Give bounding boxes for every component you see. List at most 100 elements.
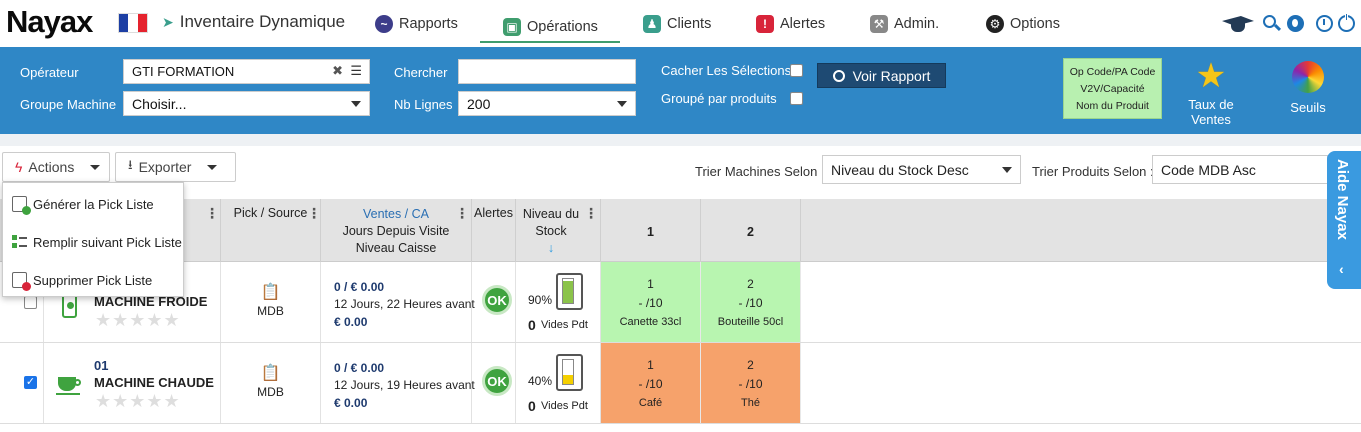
groupe-machine-value: Choisir...: [132, 96, 187, 112]
ventes-cell: 0 / € 0.00 12 Jours, 19 Heures avant € 0…: [321, 343, 475, 423]
clipboard-icon[interactable]: 📋: [260, 284, 281, 301]
hot-cup-icon: [56, 377, 82, 397]
cacher-selections-label: Cacher Les Sélections: [661, 63, 792, 78]
operateur-field[interactable]: GTI FORMATION ✖ ☰: [123, 59, 370, 84]
nav-clients[interactable]: ♟ Clients: [643, 15, 711, 33]
ventes-value[interactable]: 0 / € 0.00: [334, 280, 385, 294]
row-checkbox[interactable]: ✓: [24, 376, 37, 389]
caisse-value: € 0.00: [334, 396, 368, 410]
product-slot[interactable]: 1 - /10 Canette 33cl: [601, 262, 701, 342]
menu-item-generer-pick-liste[interactable]: Générer la Pick Liste: [3, 185, 183, 223]
exporter-button[interactable]: ⭳ Exporter: [115, 152, 236, 182]
nav-admin[interactable]: ⚒ Admin.: [870, 15, 939, 33]
nb-lignes-select[interactable]: 200: [458, 91, 636, 116]
machine-name[interactable]: MACHINE CHAUDE: [94, 375, 214, 390]
ok-badge[interactable]: OK: [482, 366, 512, 396]
nav-inventaire-label: Inventaire Dynamique: [179, 12, 346, 31]
actions-dropdown-menu: Générer la Pick Liste Remplir suivant Pi…: [2, 182, 184, 297]
actions-button[interactable]: ϟ Actions: [2, 152, 110, 182]
menu-item-remplir-pick-liste[interactable]: Remplir suivant Pick Liste: [3, 223, 183, 261]
ok-badge[interactable]: OK: [482, 285, 512, 315]
table-row[interactable]: MACHINE FROIDE ★★★★★ 📋 MDB 0 / € 0.00 1 2…: [0, 262, 1361, 343]
row-select-cell: ✓: [0, 343, 44, 423]
nav-inventaire-dynamique[interactable]: ➤ Inventaire Dynamique: [162, 12, 345, 32]
nayax-logo[interactable]: Nayax: [6, 4, 93, 39]
nav-clients-label: Clients: [667, 16, 712, 32]
clear-icon[interactable]: ✖: [332, 63, 343, 78]
stock-gauge-icon: [556, 354, 583, 391]
voir-rapport-button[interactable]: Voir Rapport: [817, 63, 946, 88]
machine-name[interactable]: MACHINE FROIDE: [94, 294, 208, 309]
product-slot[interactable]: 2 - /10 Bouteille 50cl: [701, 262, 801, 342]
source-value: MDB: [257, 385, 284, 399]
search-icon[interactable]: [1263, 15, 1282, 33]
trier-machines-label: Trier Machines Selon :: [695, 164, 825, 179]
list-icon[interactable]: ☰: [350, 63, 362, 78]
niveau-stock-header-1: Niveau du: [522, 207, 580, 221]
column-menu-icon[interactable]: ⋮: [205, 205, 219, 221]
table-header: ⋮ Pick / Source ⋮ Ventes / CA Jours Depu…: [0, 199, 1361, 262]
french-flag-icon[interactable]: [118, 13, 148, 33]
reports-icon: ~: [375, 15, 393, 33]
color-wheel-icon: [1292, 61, 1324, 93]
nav-alertes[interactable]: ! Alertes: [756, 15, 825, 33]
chevron-down-icon: [617, 101, 627, 107]
groupe-machine-select[interactable]: Choisir...: [123, 91, 370, 116]
cacher-selections-checkbox[interactable]: [790, 64, 803, 77]
lightning-icon: ϟ: [15, 159, 23, 175]
seuils-button[interactable]: Seuils: [1285, 61, 1331, 121]
column-menu-icon[interactable]: ⋮: [455, 205, 469, 221]
star-icon: ★: [1195, 57, 1227, 95]
rating-stars[interactable]: ★★★★★: [95, 391, 181, 411]
toolbar: ϟ Actions ⭳ Exporter Trier Machines Selo…: [0, 134, 1361, 199]
rating-stars[interactable]: ★★★★★: [95, 310, 181, 330]
nom-produit-option: Nom du Produit: [1076, 100, 1149, 112]
vides-count: 0: [528, 317, 536, 333]
slot-number: 1: [647, 277, 654, 291]
slot-2-header: 2: [747, 225, 754, 239]
vides-label: Vides Pdt: [541, 319, 588, 331]
globe-icon[interactable]: [1287, 15, 1304, 32]
nav-options[interactable]: ⚙ Options: [986, 15, 1060, 33]
clock-icon[interactable]: [1316, 15, 1333, 32]
machines-table: ⋮ Pick / Source ⋮ Ventes / CA Jours Depu…: [0, 199, 1361, 432]
product-display-options[interactable]: Op Code/PA Code V2V/Capacité Nom du Prod…: [1063, 58, 1162, 119]
taux-de-ventes-button[interactable]: ★ Taux de Ventes: [1167, 57, 1255, 127]
trier-produits-select[interactable]: Code MDB Asc: [1152, 155, 1328, 184]
product-slot[interactable]: 1 - /10 Café: [601, 343, 701, 423]
clipboard-icon[interactable]: 📋: [260, 365, 281, 382]
menu-item-supprimer-pick-liste[interactable]: Supprimer Pick Liste: [3, 261, 183, 299]
search-icon: [832, 69, 845, 82]
ventes-value[interactable]: 0 / € 0.00: [334, 361, 385, 375]
source-value: MDB: [257, 304, 284, 318]
product-slot[interactable]: 2 - /10 Thé: [701, 343, 801, 423]
gear-icon: ⚙: [986, 15, 1004, 33]
alert-icon: !: [756, 15, 774, 33]
chevron-down-icon: [351, 101, 361, 107]
actions-label: Actions: [28, 159, 75, 175]
ventes-header[interactable]: Ventes / CA: [362, 207, 429, 221]
trier-produits-value: Code MDB Asc: [1161, 162, 1256, 178]
nav-rapports[interactable]: ~ Rapports: [375, 15, 458, 33]
trier-machines-select[interactable]: Niveau du Stock Desc: [822, 155, 1021, 184]
machine-cell: MACHINE FROIDE ★★★★★: [44, 262, 221, 342]
operateur-value: GTI FORMATION: [132, 64, 235, 79]
header-niveau-stock[interactable]: Niveau du Stock ↓ ⋮: [516, 199, 601, 262]
header-slot-1: 1: [601, 199, 701, 262]
delete-list-icon: [12, 272, 31, 291]
column-menu-icon[interactable]: ⋮: [307, 205, 321, 221]
aide-nayax-tab[interactable]: Aide Nayax ‹: [1327, 151, 1361, 289]
machine-code: 01: [94, 358, 109, 373]
header-ventes: Ventes / CA Jours Depuis Visite Niveau C…: [321, 199, 472, 262]
slot-capacity: - /10: [638, 377, 663, 391]
column-menu-icon[interactable]: ⋮: [584, 205, 598, 221]
table-row[interactable]: ✓ 01 MACHINE CHAUDE ★★★★★ 📋 MDB 0 / € 0.…: [0, 343, 1361, 424]
power-icon[interactable]: [1338, 13, 1355, 32]
nav-operations[interactable]: ▣ Opérations: [480, 13, 620, 43]
operateur-label: Opérateur: [20, 65, 79, 80]
alert-cell: OK: [472, 343, 516, 423]
groupe-produits-checkbox[interactable]: [790, 92, 803, 105]
chercher-input[interactable]: [458, 59, 636, 84]
graduation-cap-icon[interactable]: [1222, 13, 1254, 35]
top-navigation: Nayax ➤ Inventaire Dynamique ~ Rapports …: [0, 0, 1361, 47]
